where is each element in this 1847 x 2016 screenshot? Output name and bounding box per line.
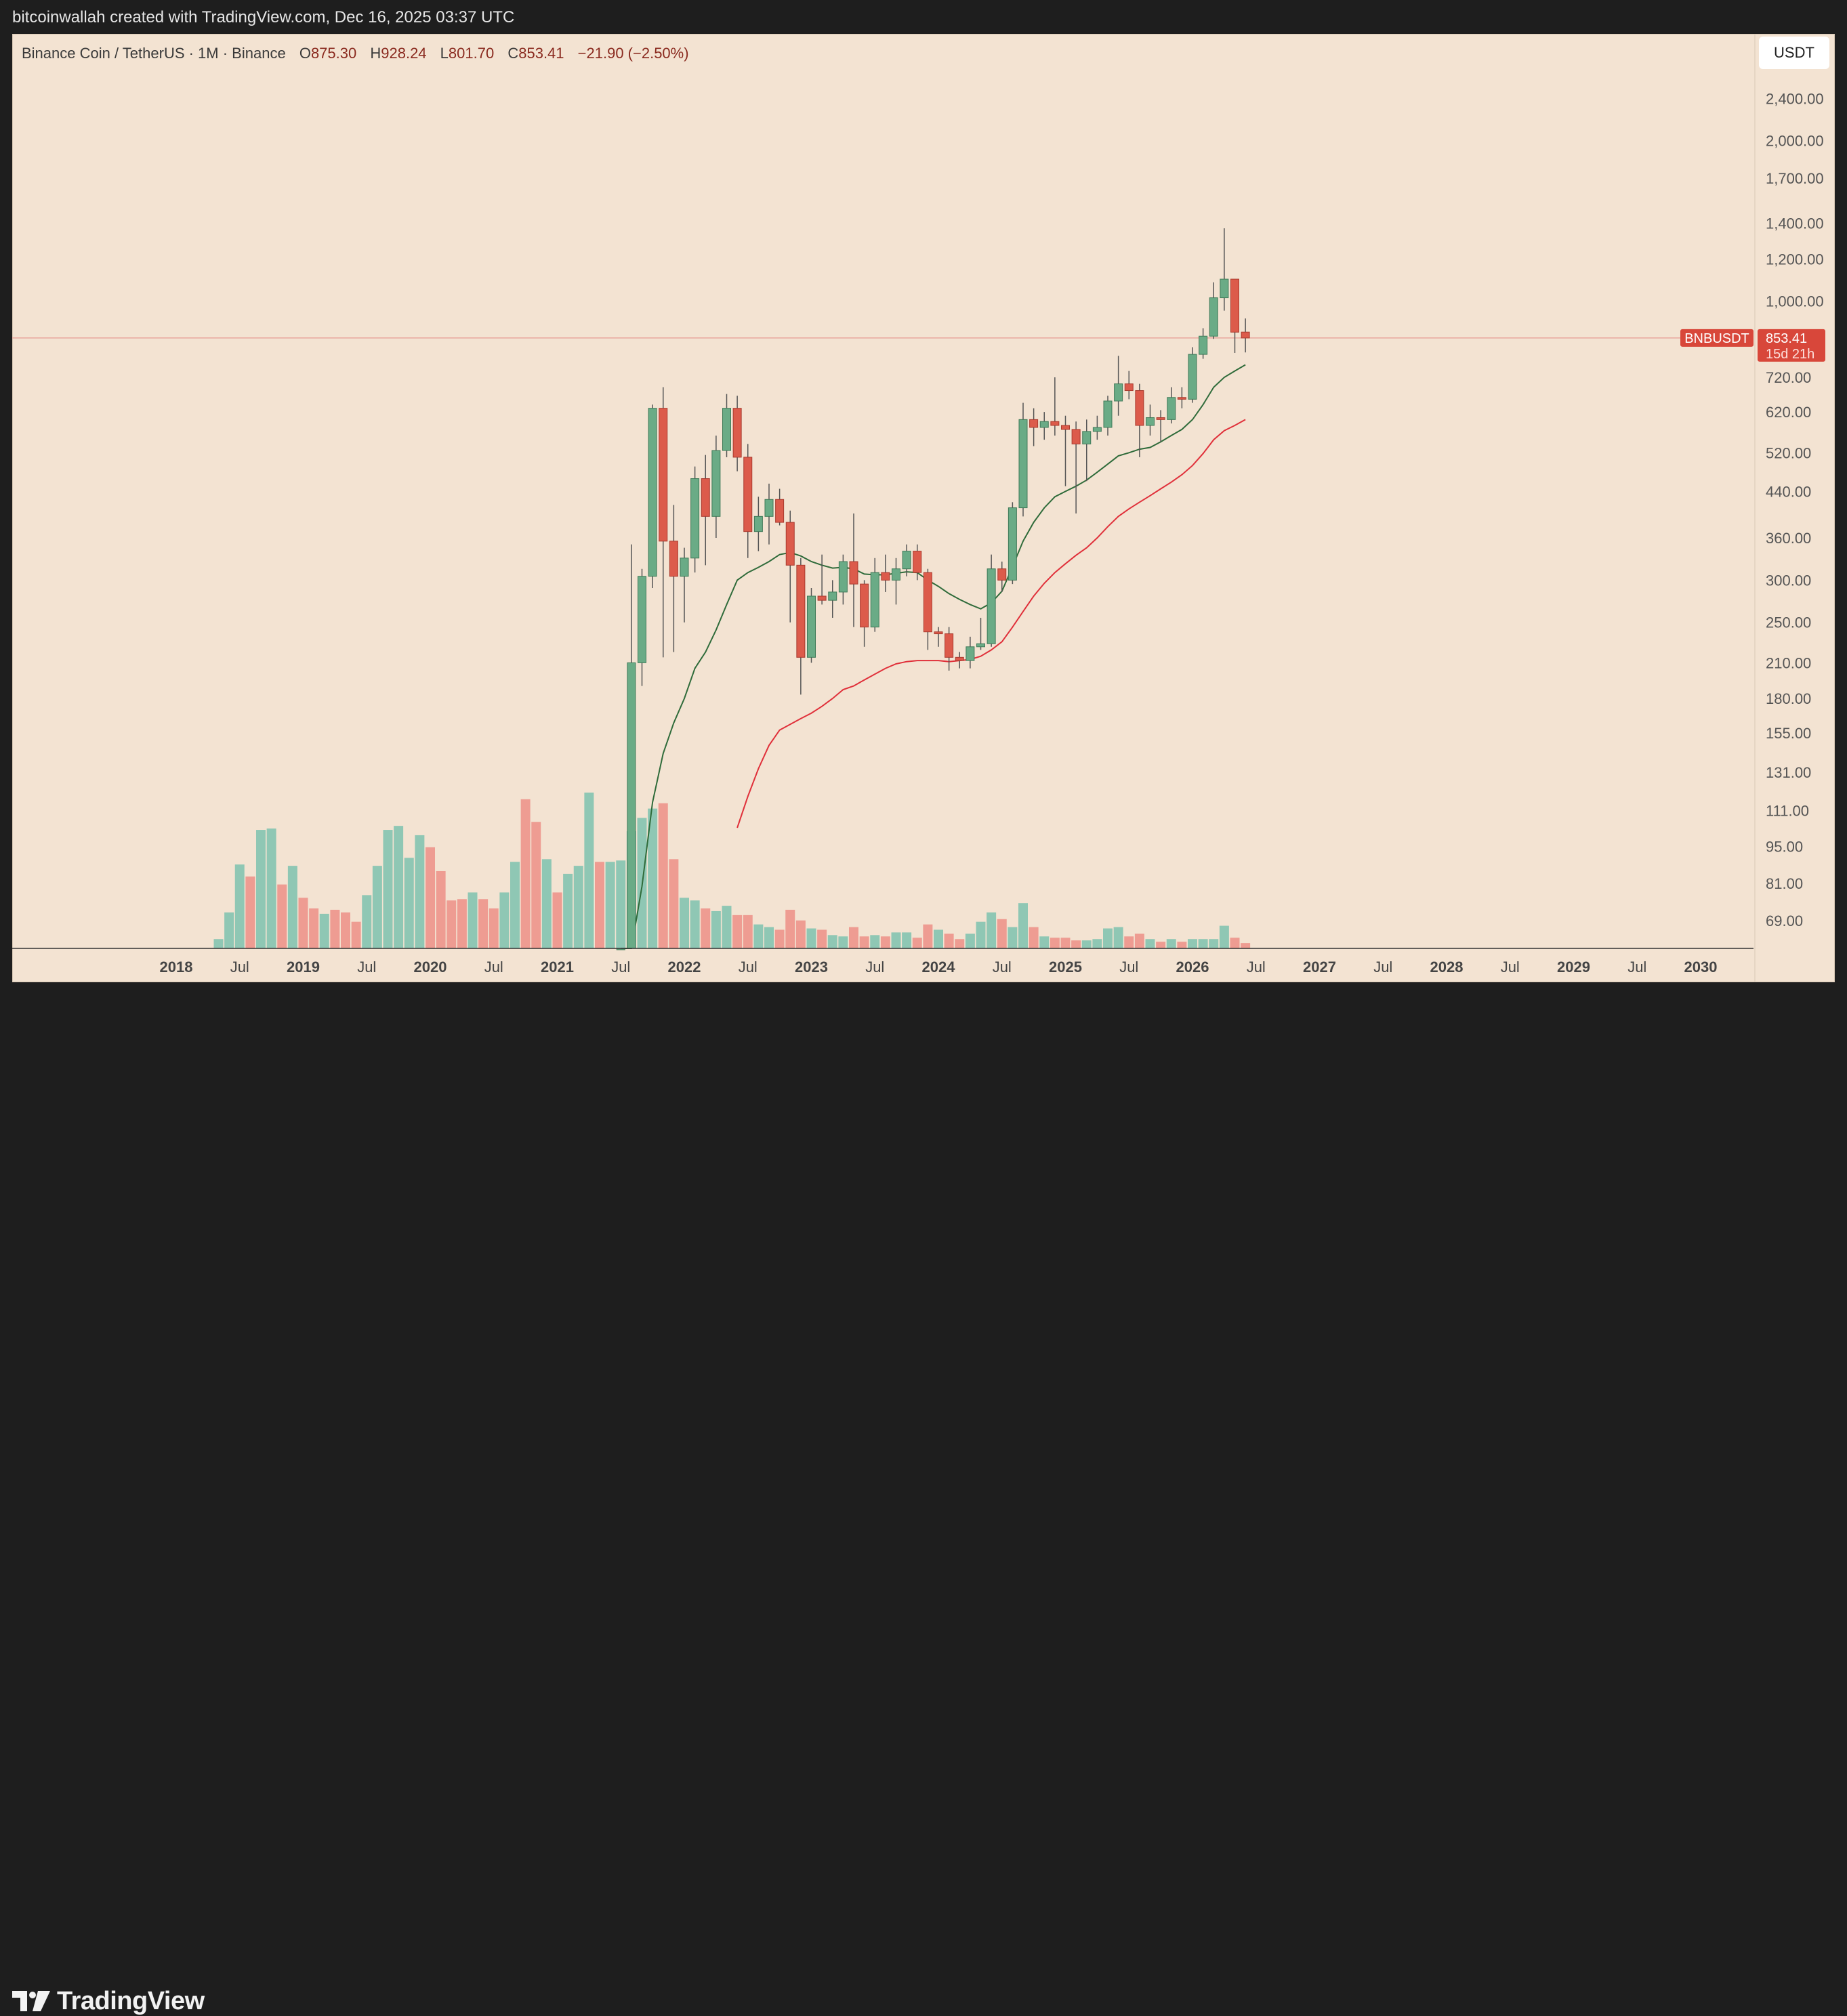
chart-credit: bitcoinwallah created with TradingView.c… <box>12 8 515 26</box>
change-value: −21.90 (−2.50%) <box>577 45 689 62</box>
close-label: C <box>507 45 519 62</box>
brand-name: TradingView <box>57 1986 205 2015</box>
high-label: H <box>370 45 381 62</box>
close-value: 853.41 <box>518 45 564 62</box>
symbol-legend: Binance Coin / TetherUS · 1M · Binance O… <box>22 45 699 62</box>
footer: TradingView <box>0 982 1847 2015</box>
currency-selector[interactable]: USDT <box>1759 37 1829 69</box>
tradingview-logo[interactable]: TradingView <box>12 1986 205 2016</box>
chart-frame[interactable] <box>12 34 1835 982</box>
high-value: 928.24 <box>381 45 427 62</box>
low-label: L <box>440 45 449 62</box>
symbol-name[interactable]: Binance Coin / TetherUS · 1M · Binance <box>22 45 286 62</box>
low-value: 801.70 <box>448 45 495 62</box>
open-label: O <box>299 45 311 62</box>
tradingview-logo-icon <box>12 1991 50 2011</box>
top-bar: bitcoinwallah created with TradingView.c… <box>0 0 1847 34</box>
open-value: 875.30 <box>310 45 357 62</box>
